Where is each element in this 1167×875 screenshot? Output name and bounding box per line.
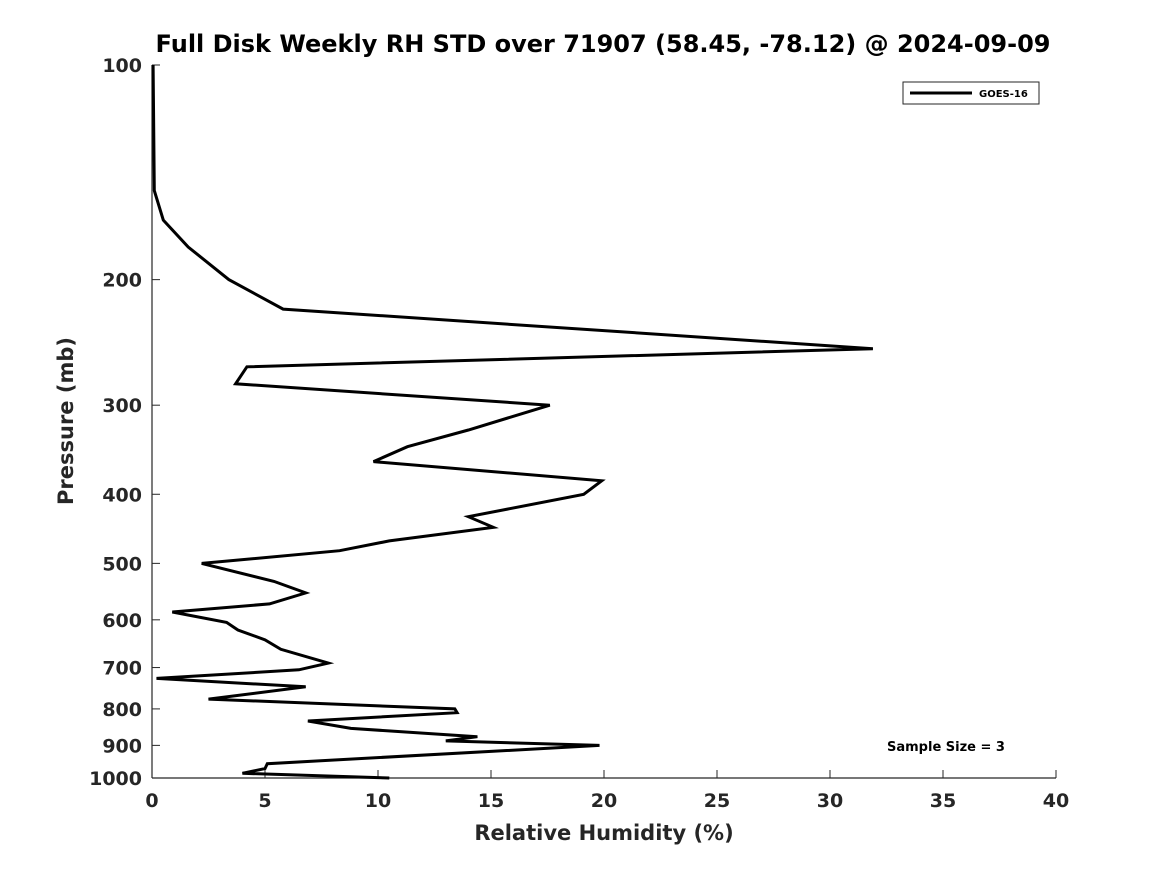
y-tick-label: 500	[102, 553, 142, 575]
y-axis-label: Pressure (mb)	[54, 337, 78, 505]
y-tick-label: 900	[102, 735, 142, 757]
y-tick-label: 800	[102, 699, 142, 721]
chart-title: Full Disk Weekly RH STD over 71907 (58.4…	[156, 30, 1051, 58]
x-tick-label: 30	[817, 790, 843, 812]
x-tick-label: 40	[1043, 790, 1069, 812]
legend-label-goes-16: GOES-16	[979, 89, 1028, 100]
y-ticks: 100 200 300 400 500 600 700 800 900 1000	[89, 55, 160, 790]
y-tick-label: 1000	[89, 768, 142, 790]
y-tick-label: 400	[102, 484, 142, 506]
x-tick-label: 20	[591, 790, 617, 812]
x-tick-label: 0	[145, 790, 158, 812]
x-tick-label: 15	[478, 790, 504, 812]
y-tick-label: 200	[102, 270, 142, 292]
y-tick-label: 100	[102, 55, 142, 77]
x-tick-label: 25	[704, 790, 730, 812]
y-tick-label: 700	[102, 658, 142, 680]
legend: GOES-16	[902, 81, 1040, 105]
sample-size-annotation: Sample Size = 3	[887, 740, 1005, 755]
x-axis-label: Relative Humidity (%)	[474, 821, 733, 845]
x-tick-label: 5	[258, 790, 271, 812]
x-ticks: 0 5 10 15 20 25 30 35 40	[145, 770, 1069, 812]
series-line-goes-16	[151, 64, 874, 780]
x-tick-label: 35	[930, 790, 956, 812]
x-tick-label: 10	[365, 790, 391, 812]
y-tick-label: 600	[102, 610, 142, 632]
y-tick-label: 300	[102, 395, 142, 417]
